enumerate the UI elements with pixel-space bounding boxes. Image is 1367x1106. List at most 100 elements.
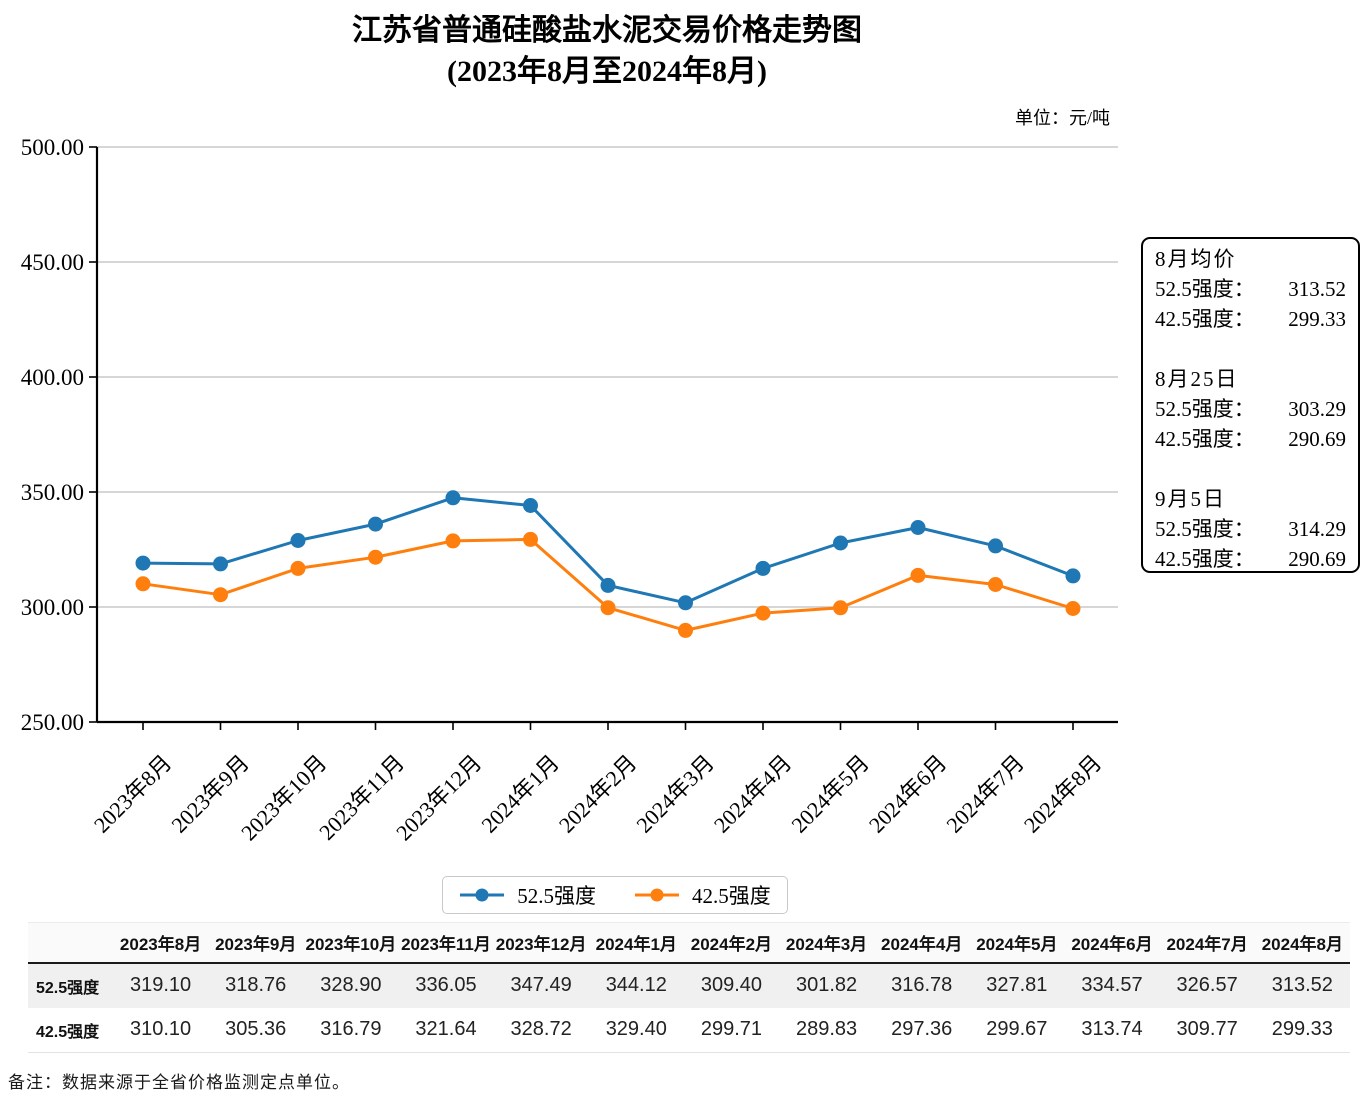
data-point	[1065, 601, 1081, 616]
data-point	[833, 600, 848, 616]
legend-item: 52.5强度	[459, 880, 596, 910]
table-column-header: 2024年7月	[1166, 934, 1248, 954]
table-column-header: 2023年8月	[119, 934, 202, 954]
table-column-header: 2024年1月	[595, 934, 677, 954]
annotation-label: 52.5强度：	[1155, 517, 1255, 541]
annotation-row: 52.5强度： 314.29	[1155, 514, 1346, 544]
legend-label: 42.5强度	[692, 884, 771, 908]
data-point	[833, 535, 848, 551]
data-point	[523, 531, 538, 547]
x-tick-label: 2024年7月	[941, 750, 1029, 838]
data-point	[910, 520, 926, 535]
chart-legend: 52.5强度 42.5强度	[442, 876, 788, 914]
title-block: 江苏省普通硅酸盐水泥交易价格走势图 (2023年8月至2024年8月)	[0, 10, 1214, 92]
y-tick-label: 300.00	[21, 595, 84, 620]
x-tick-label: 2024年5月	[786, 750, 874, 838]
table-column-header: 2023年12月	[495, 934, 587, 954]
x-tick-label: 2024年6月	[864, 750, 952, 838]
data-point	[135, 576, 151, 592]
table-row-label: 42.5强度	[36, 1023, 100, 1041]
legend-marker-icon	[460, 888, 505, 902]
x-tick-label: 2024年1月	[476, 750, 564, 838]
annotation-box: 8月均价 52.5强度： 313.52 42.5强度： 299.33 8月25日 52.5强…	[1141, 237, 1360, 573]
table-column-header: 2024年5月	[976, 934, 1058, 954]
footnote: 备注：数据来源于全省价格监测定点单位。	[8, 1073, 350, 1092]
data-point	[910, 567, 926, 583]
table-column-header: 2024年3月	[785, 934, 868, 954]
legend-label: 52.5强度	[517, 884, 596, 908]
annotation-value: 303.29	[1288, 397, 1346, 421]
table-row-label: 52.5强度	[36, 979, 100, 997]
legend-marker-icon	[635, 888, 679, 902]
data-point	[368, 516, 383, 532]
data-point	[755, 560, 771, 576]
table-cell: 313.74	[1081, 1018, 1143, 1041]
annotation-row: 42.5强度： 290.69	[1155, 424, 1346, 454]
table-cell: 310.10	[129, 1018, 192, 1041]
data-point	[988, 538, 1003, 554]
data-point	[678, 595, 693, 611]
annotation-label: 42.5强度：	[1155, 427, 1255, 451]
annotation-value: 290.69	[1288, 427, 1346, 451]
table-cell: 334.57	[1081, 974, 1143, 996]
data-point	[290, 533, 306, 548]
annotation-row: 52.5强度： 303.29	[1155, 394, 1346, 424]
table-cell: 329.40	[605, 1018, 667, 1041]
annotation-section-title: 9月5日	[1155, 487, 1226, 511]
table-cell: 305.36	[225, 1018, 287, 1041]
table-cell: 316.78	[891, 974, 953, 996]
y-tick-label: 450.00	[21, 250, 84, 275]
x-tick-label: 2024年4月	[709, 750, 797, 838]
annotation-value: 313.52	[1288, 277, 1346, 301]
data-point	[988, 577, 1003, 592]
table-cell: 347.49	[510, 974, 572, 996]
table-cell: 289.83	[795, 1018, 858, 1041]
table-cell: 318.76	[225, 974, 287, 996]
table-cell: 327.81	[986, 974, 1048, 996]
table-cell: 328.72	[510, 1018, 572, 1041]
data-point	[213, 556, 228, 572]
y-tick-label: 500.00	[21, 135, 84, 160]
table-column-header: 2024年4月	[881, 934, 963, 954]
table-column-header: 2023年11月	[401, 934, 491, 954]
table-cell: 321.64	[415, 1018, 477, 1041]
annotation-row: 42.5强度： 299.33	[1155, 304, 1346, 334]
table-cell: 326.57	[1176, 974, 1238, 996]
table-column-header: 2023年9月	[215, 934, 297, 954]
x-tick-label: 2024年3月	[631, 750, 719, 838]
table-cell: 336.05	[415, 974, 477, 996]
annotation-label: 42.5强度：	[1155, 547, 1255, 571]
table-cell: 316.79	[320, 1018, 382, 1041]
data-point	[600, 600, 616, 616]
annotation-label: 42.5强度：	[1155, 307, 1255, 331]
annotation-row: 42.5强度： 290.69	[1155, 544, 1346, 574]
table-cell: 299.33	[1271, 1018, 1333, 1041]
annotation-value: 290.69	[1288, 547, 1346, 571]
annotation-value: 299.33	[1288, 307, 1346, 331]
legend-item: 42.5强度	[634, 880, 771, 910]
table-corner-cell	[28, 923, 113, 963]
table-cell: 301.82	[795, 974, 858, 996]
data-point	[368, 549, 383, 565]
y-tick-label: 400.00	[21, 365, 84, 390]
annotation-section-title: 8月均价	[1155, 247, 1237, 271]
x-tick-label: 2024年2月	[554, 750, 642, 838]
table-cell: 297.36	[891, 1018, 953, 1041]
table-cell: 309.40	[700, 974, 762, 996]
table-header-row: 2023年8月 2023年9月 2023年10月 2023年11月 2023年12月 20…	[28, 922, 1350, 963]
data-point	[523, 498, 538, 513]
data-point	[445, 490, 461, 506]
data-point	[135, 555, 151, 571]
annotation-section: 8月均价 52.5强度： 313.52 42.5强度： 299.33	[1155, 244, 1346, 334]
chart-subtitle: (2023年8月至2024年8月)	[447, 55, 767, 88]
line-chart: 250.00 300.00 350.00 400.00 450.00 500.00 2023…	[21, 135, 1118, 845]
data-point	[678, 622, 693, 638]
table-cell: 313.52	[1271, 974, 1333, 996]
table-cell: 319.10	[129, 974, 192, 996]
data-point	[600, 577, 616, 593]
data-table: 2023年8月 2023年9月 2023年10月 2023年11月 2023年12月 20…	[28, 922, 1350, 1053]
annotation-label: 52.5强度：	[1155, 277, 1255, 301]
annotation-section: 9月5日 52.5强度： 314.29 42.5强度： 290.69	[1155, 484, 1346, 574]
table-column-header: 2023年10月	[305, 934, 397, 954]
